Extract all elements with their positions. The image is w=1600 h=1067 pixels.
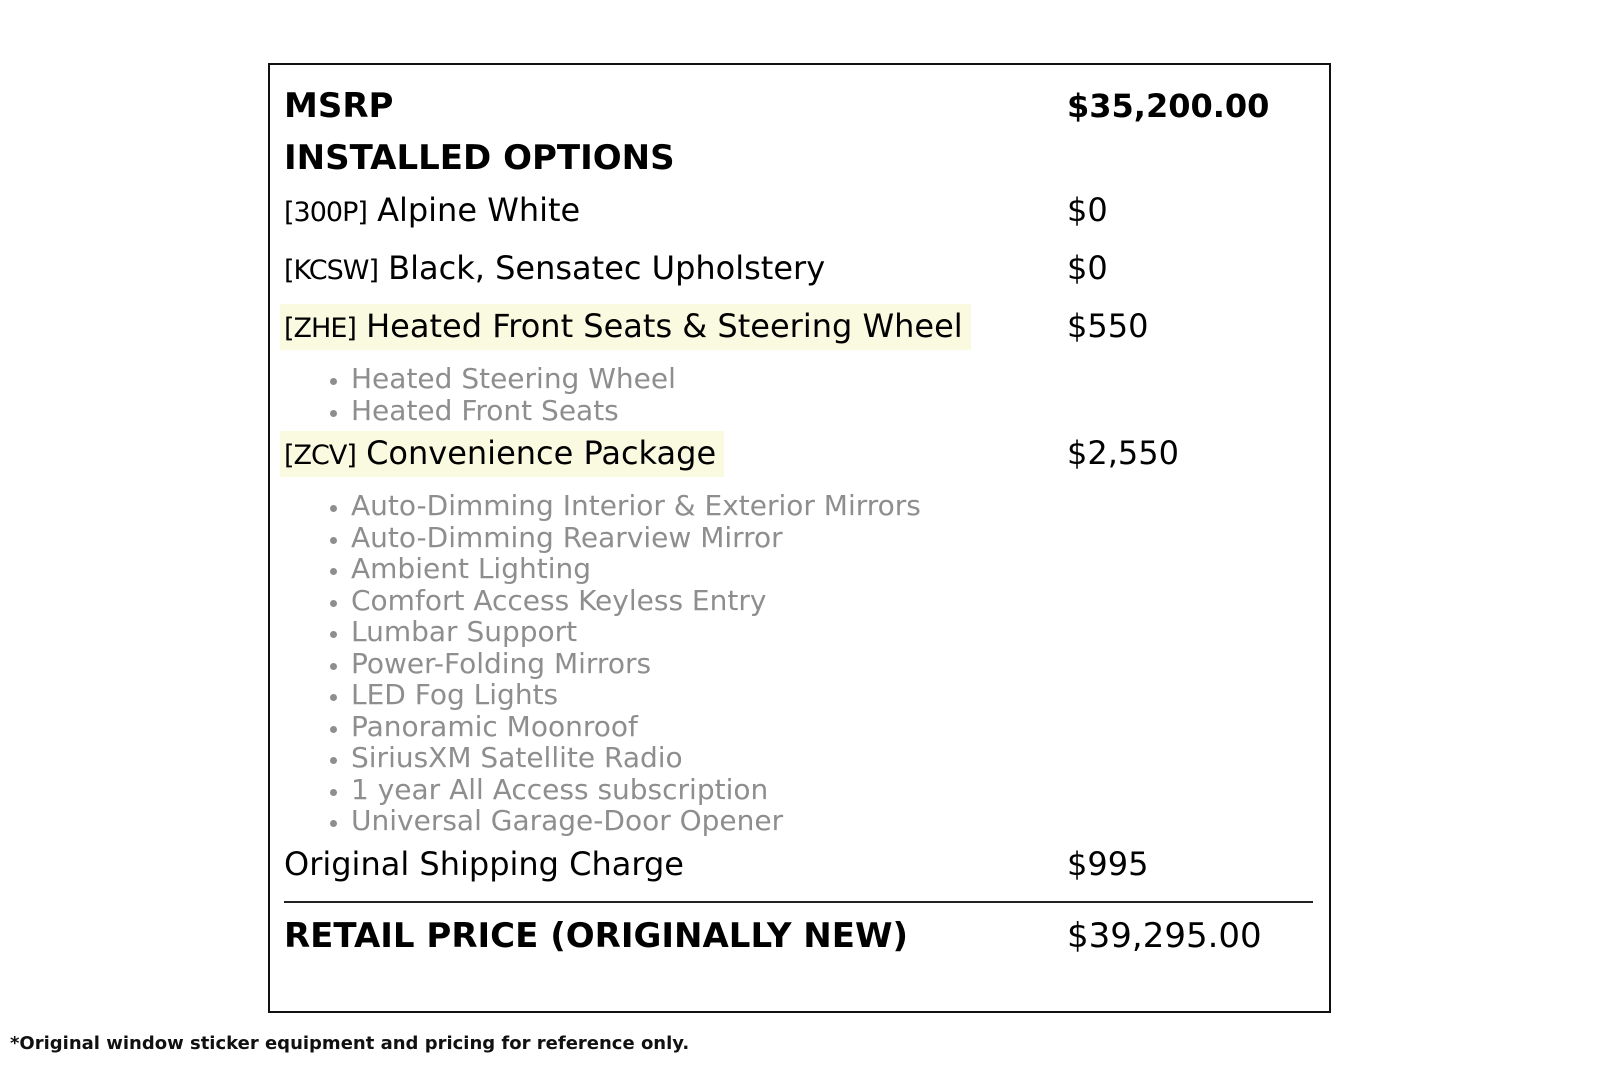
feature-item: Auto-Dimming Interior & Exterior Mirrors bbox=[351, 490, 1313, 522]
option-price: $2,550 bbox=[1067, 434, 1179, 472]
option-row-zhe: [ZHE] Heated Front Seats & Steering Whee… bbox=[280, 303, 1313, 355]
window-sticker-panel: MSRP $35,200.00 INSTALLED OPTIONS [300P]… bbox=[268, 63, 1331, 1013]
shipping-price: $995 bbox=[1067, 844, 1149, 883]
retail-price-row: RETAIL PRICE (ORIGINALLY NEW) $39,295.00 bbox=[284, 913, 1313, 959]
installed-options-heading-row: INSTALLED OPTIONS bbox=[284, 135, 1313, 181]
option-code: [ZHE] bbox=[284, 313, 357, 344]
option-code: [300P] bbox=[284, 197, 368, 228]
option-row-zcv: [ZCV] Convenience Package $2,550 bbox=[280, 430, 1313, 482]
option-title: Heated Front Seats & Steering Wheel bbox=[366, 307, 963, 345]
msrp-row: MSRP $35,200.00 bbox=[284, 83, 1313, 129]
retail-price-value: $39,295.00 bbox=[1067, 915, 1262, 956]
shipping-label: Original Shipping Charge bbox=[284, 844, 684, 883]
option-name: [ZHE] Heated Front Seats & Steering Whee… bbox=[280, 304, 971, 350]
option-name: [ZCV] Convenience Package bbox=[280, 431, 725, 477]
feature-item: Lumbar Support bbox=[351, 616, 1313, 648]
feature-item: Universal Garage-Door Opener bbox=[351, 805, 1313, 837]
retail-price-label: RETAIL PRICE (ORIGINALLY NEW) bbox=[284, 915, 909, 956]
option-price: $0 bbox=[1067, 191, 1108, 229]
option-code: [KCSW] bbox=[284, 255, 379, 286]
option-name: [KCSW] Black, Sensatec Upholstery bbox=[284, 249, 825, 287]
option-row-300p: [300P] Alpine White $0 bbox=[284, 187, 1313, 239]
feature-item: LED Fog Lights bbox=[351, 679, 1313, 711]
option-title: Black, Sensatec Upholstery bbox=[388, 249, 826, 287]
feature-item: Auto-Dimming Rearview Mirror bbox=[351, 521, 1313, 554]
feature-list-zcv: Auto-Dimming Interior & Exterior Mirrors… bbox=[284, 490, 1313, 837]
option-price: $0 bbox=[1067, 249, 1108, 287]
total-divider bbox=[284, 900, 1313, 903]
feature-item: Ambient Lighting bbox=[351, 553, 1313, 585]
feature-item: Power-Folding Mirrors bbox=[351, 647, 1313, 680]
feature-item: 1 year All Access subscription bbox=[351, 773, 1313, 806]
msrp-value: $35,200.00 bbox=[1067, 87, 1270, 125]
option-title: Alpine White bbox=[377, 191, 581, 229]
option-name: [300P] Alpine White bbox=[284, 191, 580, 229]
option-code: [ZCV] bbox=[284, 440, 357, 471]
msrp-label: MSRP bbox=[284, 86, 394, 126]
option-row-kcsw: [KCSW] Black, Sensatec Upholstery $0 bbox=[284, 245, 1313, 297]
feature-item: Heated Front Seats bbox=[351, 394, 1313, 427]
feature-item: Panoramic Moonroof bbox=[351, 710, 1313, 743]
feature-item: Heated Steering Wheel bbox=[351, 363, 1313, 395]
feature-item: Comfort Access Keyless Entry bbox=[351, 584, 1313, 617]
feature-list-zhe: Heated Steering WheelHeated Front Seats bbox=[284, 363, 1313, 426]
feature-item: SiriusXM Satellite Radio bbox=[351, 742, 1313, 774]
option-title: Convenience Package bbox=[366, 434, 717, 472]
shipping-row: Original Shipping Charge $995 bbox=[284, 841, 1313, 887]
footnote: *Original window sticker equipment and p… bbox=[10, 1033, 690, 1054]
installed-options-heading: INSTALLED OPTIONS bbox=[284, 138, 675, 178]
option-price: $550 bbox=[1067, 307, 1149, 345]
